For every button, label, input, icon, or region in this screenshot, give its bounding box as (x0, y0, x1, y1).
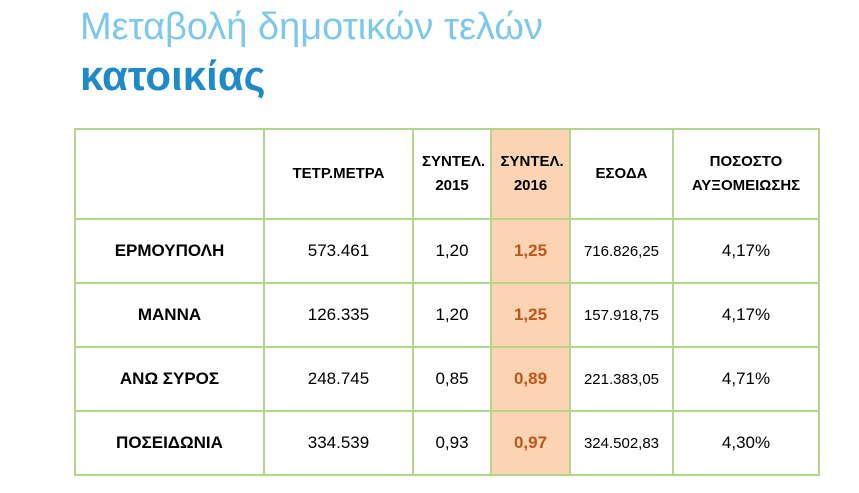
cell-revenue: 157.918,75 (569, 282, 674, 348)
cell-coef-2015: 0,93 (412, 410, 492, 476)
header-area: ΤΕΤΡ.ΜΕΤΡΑ (263, 128, 414, 220)
cell-percent-change: 4,30% (672, 410, 820, 476)
header-percent-change: ΠΟΣΟΣΤΟ ΑΥΞΟΜΕΙΩΣΗΣ (672, 128, 820, 220)
cell-area: 573.461 (263, 218, 414, 284)
cell-revenue: 324.502,83 (569, 410, 674, 476)
cell-coef-2015: 0,85 (412, 346, 492, 412)
fees-table: ΤΕΤΡ.ΜΕΤΡΑ ΣΥΝΤΕΛ. 2015 ΣΥΝΤΕΛ. 2016 ΕΣΟ… (74, 128, 820, 476)
cell-area: 334.539 (263, 410, 414, 476)
cell-revenue: 716.826,25 (569, 218, 674, 284)
header-coef-2016: ΣΥΝΤΕΛ. 2016 (490, 128, 571, 220)
table-row: ΠΟΣΕΙΔΩΝΙΑ 334.539 0,93 0,97 324.502,83 … (74, 410, 820, 476)
table-row: ΑΝΩ ΣΥΡΟΣ 248.745 0,85 0,89 221.383,05 4… (74, 346, 820, 412)
header-revenue: ΕΣΟΔΑ (569, 128, 674, 220)
cell-percent-change: 4,17% (672, 282, 820, 348)
cell-coef-2016: 1,25 (490, 282, 571, 348)
row-label: ΕΡΜΟΥΠΟΛΗ (74, 218, 265, 284)
cell-coef-2015: 1,20 (412, 218, 492, 284)
cell-coef-2016: 1,25 (490, 218, 571, 284)
cell-coef-2015: 1,20 (412, 282, 492, 348)
header-empty (74, 128, 265, 220)
cell-area: 248.745 (263, 346, 414, 412)
cell-percent-change: 4,71% (672, 346, 820, 412)
row-label: ΠΟΣΕΙΔΩΝΙΑ (74, 410, 265, 476)
title-line-1: Μεταβολή δημοτικών τελών (80, 6, 544, 48)
cell-coef-2016: 0,89 (490, 346, 571, 412)
table-row: ΜΑΝΝΑ 126.335 1,20 1,25 157.918,75 4,17% (74, 282, 820, 348)
cell-percent-change: 4,17% (672, 218, 820, 284)
cell-coef-2016: 0,97 (490, 410, 571, 476)
cell-revenue: 221.383,05 (569, 346, 674, 412)
header-coef-2015: ΣΥΝΤΕΛ. 2015 (412, 128, 492, 220)
table-header-row: ΤΕΤΡ.ΜΕΤΡΑ ΣΥΝΤΕΛ. 2015 ΣΥΝΤΕΛ. 2016 ΕΣΟ… (74, 128, 820, 220)
title-line-2: κατοικίας (80, 52, 266, 99)
table-row: ΕΡΜΟΥΠΟΛΗ 573.461 1,20 1,25 716.826,25 4… (74, 218, 820, 284)
row-label: ΜΑΝΝΑ (74, 282, 265, 348)
cell-area: 126.335 (263, 282, 414, 348)
row-label: ΑΝΩ ΣΥΡΟΣ (74, 346, 265, 412)
